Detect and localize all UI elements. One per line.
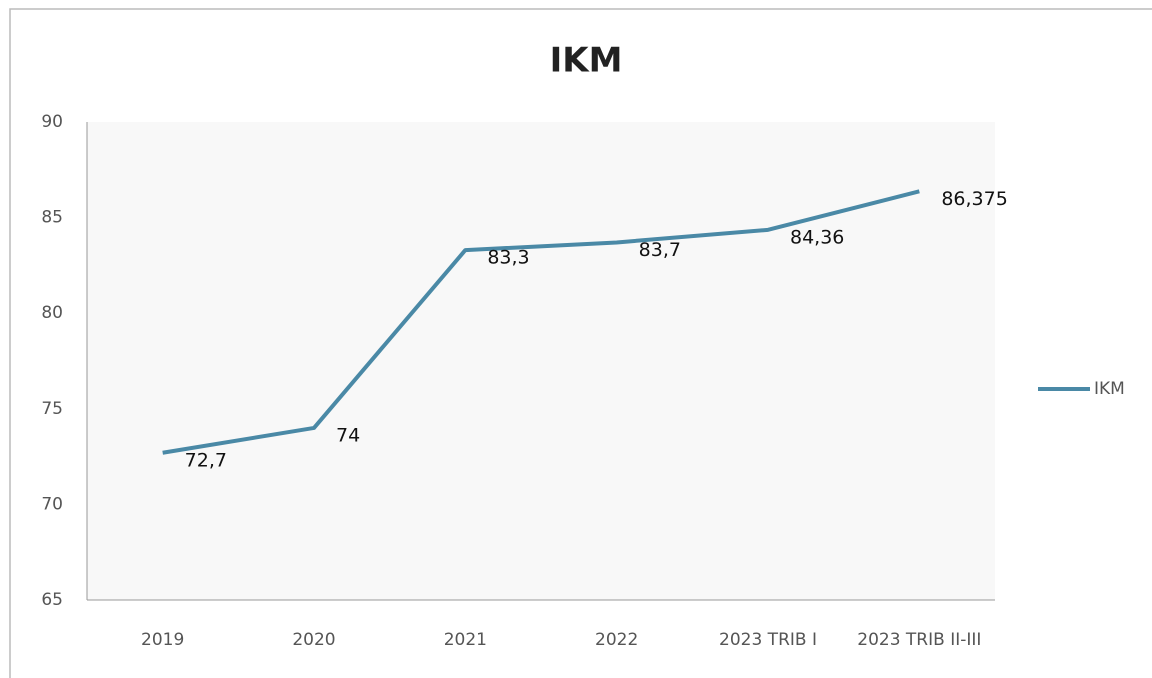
y-tick-label: 75 xyxy=(41,399,63,419)
legend-label: IKM xyxy=(1094,379,1125,399)
y-tick-label: 70 xyxy=(41,494,63,514)
x-tick-label: 2023 TRIB I xyxy=(719,630,817,650)
y-tick-label: 85 xyxy=(41,208,63,228)
x-tick-label: 2019 xyxy=(141,630,184,650)
x-tick-label: 2020 xyxy=(292,630,335,650)
x-tick-label: 2021 xyxy=(444,630,487,650)
plot-area xyxy=(87,122,995,600)
x-tick-label: 2023 TRIB II-III xyxy=(857,630,981,650)
y-tick-label: 80 xyxy=(41,303,63,323)
data-label: 86,375 xyxy=(941,188,1007,210)
data-label: 72,7 xyxy=(185,449,227,471)
data-label: 83,3 xyxy=(487,247,529,269)
data-label: 83,7 xyxy=(639,239,681,261)
y-tick-label: 90 xyxy=(41,112,63,132)
data-label: 74 xyxy=(336,424,360,446)
chart-title: IKM xyxy=(550,41,623,81)
x-tick-label: 2022 xyxy=(595,630,638,650)
series-line xyxy=(162,189,920,455)
y-tick-label: 65 xyxy=(41,590,63,610)
data-label: 84,36 xyxy=(790,226,844,248)
